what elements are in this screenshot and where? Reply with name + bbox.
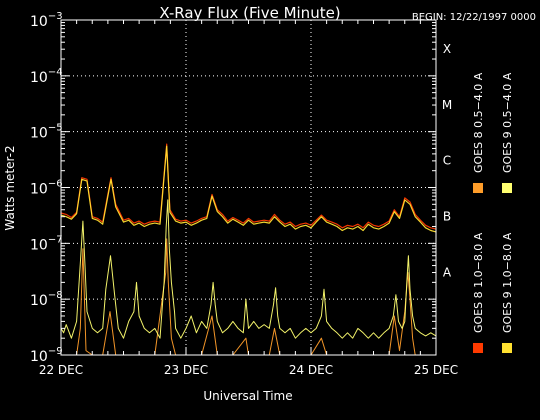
- flare-class-labels: A B C M X: [442, 42, 452, 279]
- legend-swatch-1: [473, 343, 483, 353]
- y-tick-label: 10−3: [30, 11, 63, 30]
- x-tick-labels: 22 DEC 23 DEC 24 DEC 25 DEC: [39, 363, 458, 377]
- legend-label-2: GOES 8 0.5−4.0 A: [472, 72, 485, 173]
- grid-lines: [61, 20, 436, 355]
- flare-class-label: A: [443, 265, 452, 279]
- legend-label-1: GOES 8 1.0−8.0 A: [472, 232, 485, 333]
- x-tick-label: 23 DEC: [164, 363, 208, 377]
- flare-class-label: B: [443, 209, 451, 223]
- y-tick-labels: 10−9 10−8 10−7 10−6 10−5 10−4 10−3: [30, 11, 63, 365]
- begin-date-label: BEGIN: 12/22/1997 0000: [412, 12, 536, 23]
- legend-label-3: GOES 9 1.0−8.0 A: [501, 232, 514, 333]
- y-tick-label: 10−7: [30, 234, 63, 253]
- x-tick-label: 25 DEC: [414, 363, 458, 377]
- legend-swatch-2: [473, 183, 483, 193]
- x-tick-label: 22 DEC: [39, 363, 83, 377]
- y-axis-label: Watts meter-2: [3, 145, 17, 230]
- series-line-4: [60, 199, 437, 339]
- y-tick-label: 10−8: [30, 290, 63, 309]
- legend-swatch-4: [502, 183, 512, 193]
- flare-class-label: X: [443, 42, 451, 56]
- series-line-3: [60, 145, 437, 233]
- legend-label-4: GOES 9 0.5−4.0 A: [501, 72, 514, 173]
- flare-class-label: M: [442, 98, 452, 112]
- y-tick-label: 10−6: [30, 179, 63, 198]
- y-tick-label: 10−9: [30, 346, 63, 365]
- series-line-1: [60, 143, 437, 230]
- y-tick-label: 10−4: [30, 67, 63, 86]
- legend-swatch-3: [502, 343, 512, 353]
- flare-class-label: C: [443, 154, 451, 168]
- legend: GOES 8 1.0−8.0 A GOES 8 0.5−4.0 A GOES 9 1…: [472, 72, 514, 353]
- y-tick-label: 10−5: [30, 123, 63, 142]
- chart-title: X-Ray Flux (Five Minute): [159, 4, 340, 22]
- axis-ticks: [60, 19, 437, 356]
- x-axis-label: Universal Time: [203, 389, 292, 403]
- x-tick-label: 24 DEC: [289, 363, 333, 377]
